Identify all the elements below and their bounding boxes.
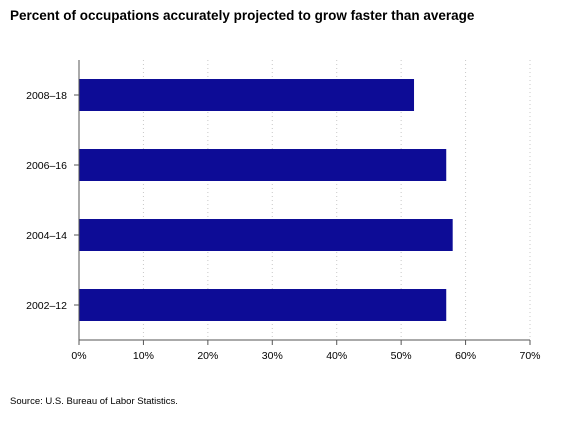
x-tick-label: 20% <box>197 350 218 362</box>
y-tick-label: 2002–12 <box>26 300 67 312</box>
y-tick-label: 2004–14 <box>26 230 67 242</box>
chart-title: Percent of occupations accurately projec… <box>10 8 475 23</box>
y-tick-label: 2006–16 <box>26 160 67 172</box>
x-tick-label: 50% <box>391 350 412 362</box>
x-tick-label: 10% <box>133 350 154 362</box>
gridlines <box>142 60 531 340</box>
x-tick-label: 70% <box>519 350 540 362</box>
bar-2 <box>79 149 447 181</box>
source-note: Source: U.S. Bureau of Labor Statistics. <box>10 396 178 407</box>
x-tick-label: 30% <box>262 350 283 362</box>
bar-4 <box>79 289 447 321</box>
y-tick-label: 2008–18 <box>26 90 67 102</box>
x-tick-label: 40% <box>326 350 347 362</box>
x-tick-label: 60% <box>455 350 476 362</box>
axes <box>74 60 531 345</box>
bar-1 <box>79 79 415 111</box>
x-tick-label: 0% <box>71 350 86 362</box>
tick-labels: 2008–18 2006–16 2004–14 2002–12 0% 10% 20% 30% 4… <box>26 90 540 362</box>
bar-3 <box>79 219 453 251</box>
bars <box>79 79 453 321</box>
